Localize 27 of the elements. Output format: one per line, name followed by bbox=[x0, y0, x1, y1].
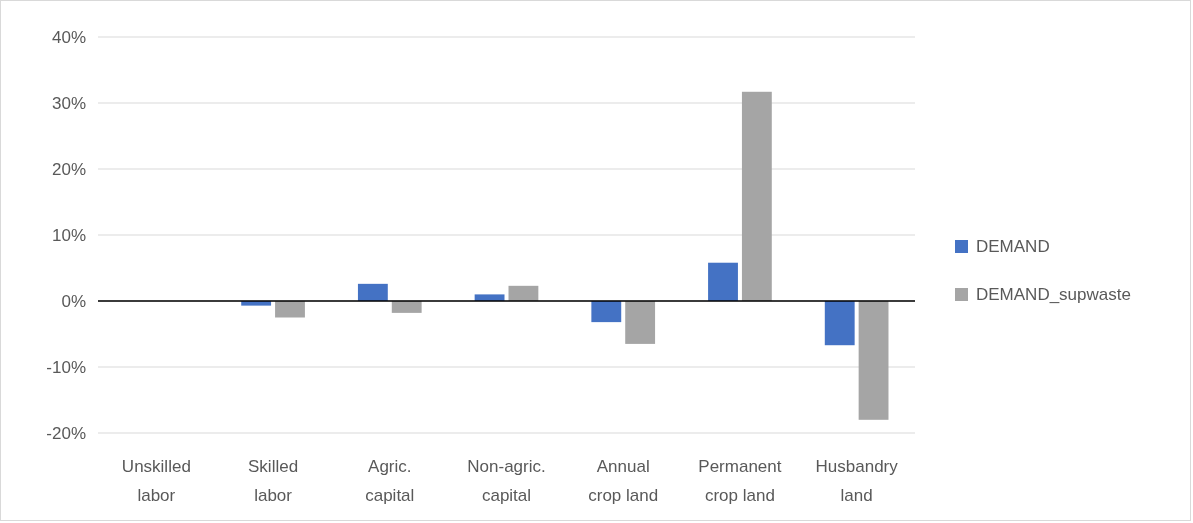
bar bbox=[474, 294, 505, 301]
x-tick-label: Non-agric. capital bbox=[467, 457, 546, 505]
y-tick-label: 40% bbox=[51, 27, 86, 47]
bar bbox=[625, 301, 656, 344]
bar bbox=[591, 301, 622, 323]
bar bbox=[708, 262, 738, 301]
x-tick-label: Unskilled labor bbox=[121, 457, 191, 505]
bar bbox=[391, 301, 422, 313]
bar bbox=[357, 283, 388, 301]
x-tick-label: Husbandry land bbox=[815, 457, 899, 505]
bar bbox=[741, 91, 772, 301]
bar bbox=[824, 301, 855, 346]
bar bbox=[275, 301, 305, 318]
y-tick-label: 20% bbox=[51, 159, 86, 179]
x-tick-label: Skilled labor bbox=[248, 457, 299, 505]
y-tick-label: 30% bbox=[51, 93, 86, 113]
y-tick-label: 10% bbox=[51, 225, 86, 245]
legend-label: DEMAND_supwaste bbox=[976, 285, 1131, 304]
x-tick-label: Annual crop land bbox=[588, 457, 659, 505]
bar bbox=[508, 285, 539, 301]
y-tick-label: 0% bbox=[61, 291, 86, 311]
legend-label: DEMAND bbox=[976, 237, 1050, 256]
x-tick-label: Agric. capital bbox=[365, 457, 415, 505]
x-tick-label: Permanent crop land bbox=[698, 457, 782, 505]
y-tick-label: -20% bbox=[46, 423, 86, 443]
bar bbox=[858, 301, 889, 420]
y-tick-label: -10% bbox=[46, 357, 86, 377]
